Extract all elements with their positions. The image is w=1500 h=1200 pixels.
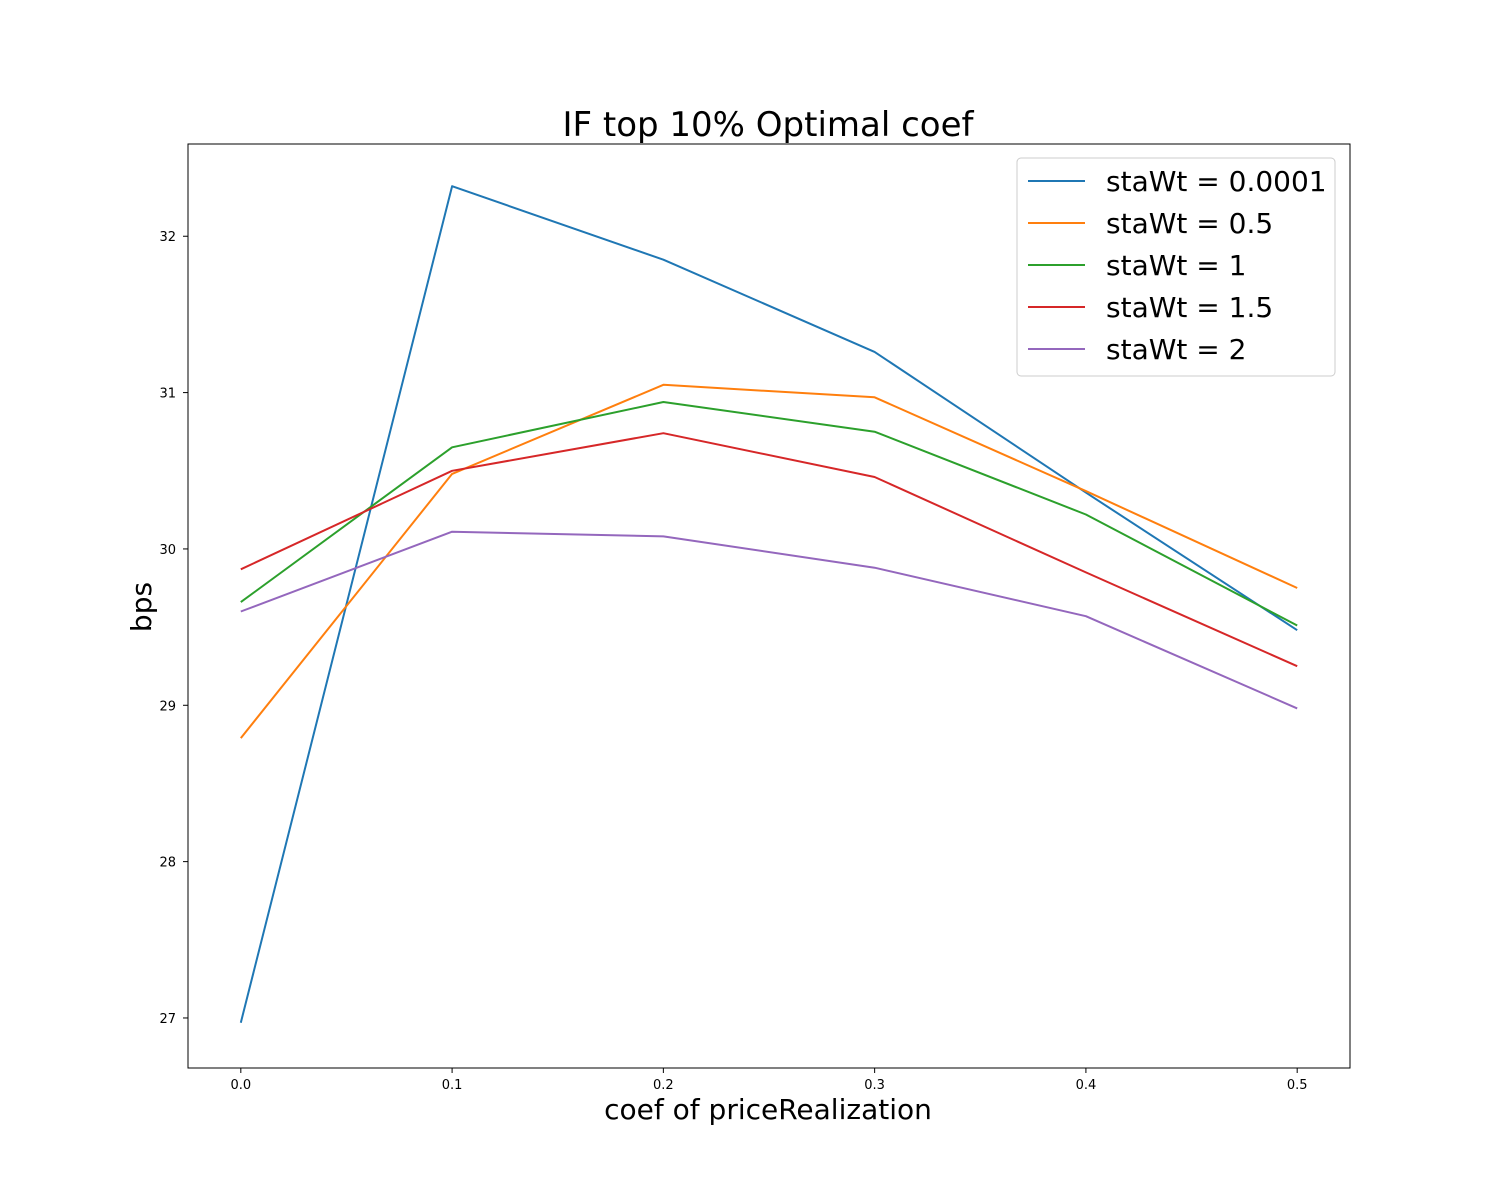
legend-label-2: staWt = 1 bbox=[1106, 249, 1246, 282]
legend-label-1: staWt = 0.5 bbox=[1106, 207, 1273, 240]
chart-title: IF top 10% Optimal coef bbox=[562, 105, 974, 145]
series-line-1 bbox=[240, 383, 1298, 739]
series-line-4 bbox=[240, 530, 1298, 710]
y-tick-label: 28 bbox=[159, 856, 176, 871]
x-tick-label: 0.5 bbox=[1287, 1078, 1308, 1093]
x-tick-label: 0.4 bbox=[1076, 1078, 1097, 1093]
series-layer bbox=[239, 185, 1298, 1023]
y-axis-title: bps bbox=[125, 582, 158, 632]
series-line-0 bbox=[239, 185, 1298, 1023]
series-line-3 bbox=[240, 432, 1298, 668]
plot-area-frame bbox=[187, 143, 1351, 1069]
x-tick-label: 0.3 bbox=[864, 1078, 885, 1093]
ticks-layer: 0.0 0.1 0.2 0.3 0.4 0.5 27 28 29 30 31 32 bbox=[159, 230, 1307, 1093]
legend-box bbox=[1016, 157, 1336, 377]
y-tick-label: 32 bbox=[159, 230, 176, 245]
y-tick-label: 30 bbox=[159, 543, 176, 558]
legend-label-3: staWt = 1.5 bbox=[1106, 291, 1273, 324]
y-tick-label: 31 bbox=[159, 387, 176, 402]
series-line-2 bbox=[240, 401, 1298, 627]
legend-label-4: staWt = 2 bbox=[1106, 333, 1246, 366]
y-tick-label: 29 bbox=[159, 699, 176, 714]
x-axis-title: coef of priceRealization bbox=[604, 1093, 932, 1126]
x-tick-label: 0.1 bbox=[442, 1078, 463, 1093]
x-tick-label: 0.0 bbox=[230, 1078, 251, 1093]
y-tick-label: 27 bbox=[159, 1012, 176, 1027]
x-tick-label: 0.2 bbox=[653, 1078, 674, 1093]
legend-label-0: staWt = 0.0001 bbox=[1106, 165, 1327, 198]
legend: staWt = 0.0001 staWt = 0.5 staWt = 1 staWt … bbox=[1016, 157, 1336, 377]
